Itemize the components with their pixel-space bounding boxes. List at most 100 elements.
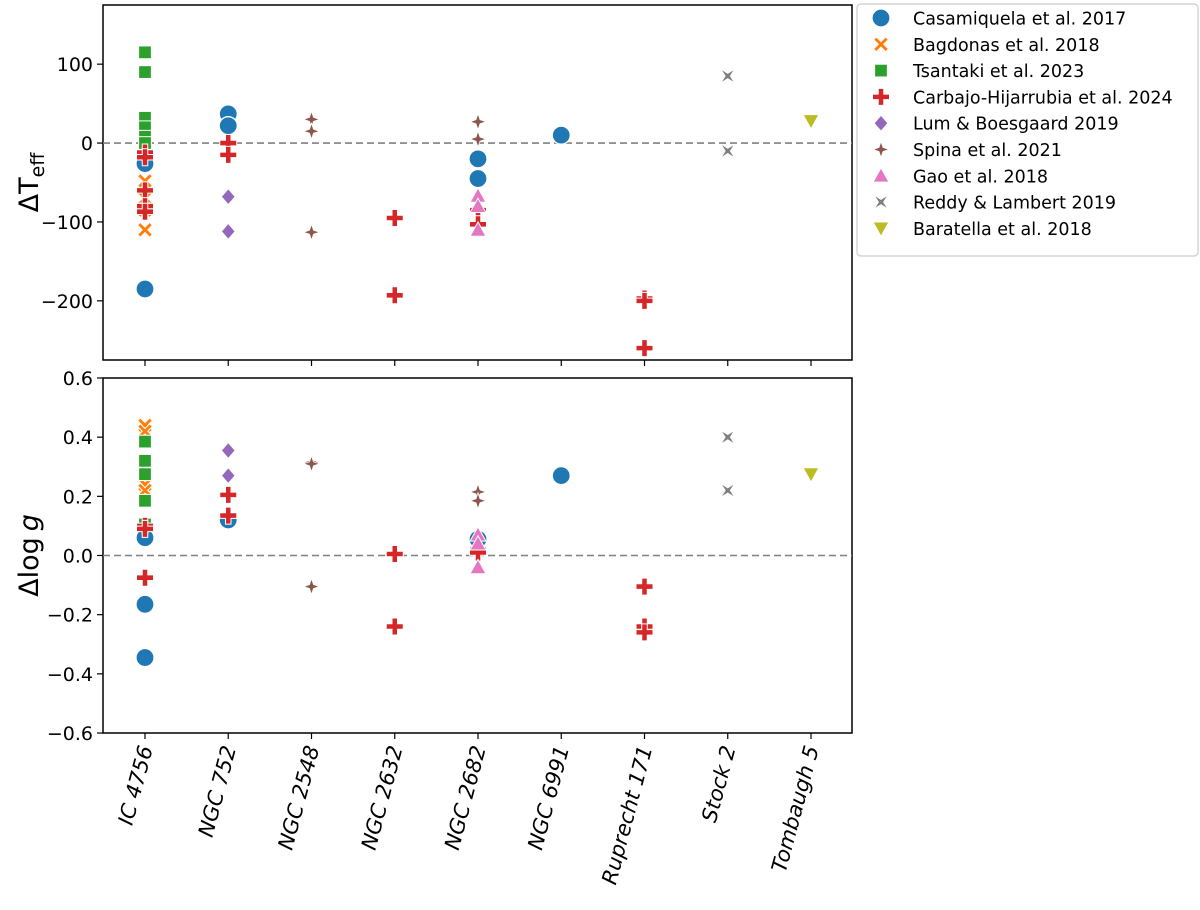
legend-label: Reddy & Lambert 2019 <box>913 194 1116 214</box>
data-point <box>468 168 488 189</box>
data-point <box>136 519 154 538</box>
series-casamiquela-et-al-2017 <box>135 104 571 299</box>
legend-box <box>856 3 1199 257</box>
data-point <box>720 483 735 498</box>
data-point <box>302 454 321 474</box>
data-point <box>219 145 238 164</box>
teff-panel: −200 −100 0 100 ΔTeff <box>14 4 853 366</box>
data-point <box>220 441 236 460</box>
series-spina-et-al-2021 <box>302 453 488 596</box>
data-point <box>720 429 735 445</box>
series-carbajo-hijarrubia-et-al-2024 <box>136 485 654 642</box>
series-reddy-lambert-2019 <box>720 429 735 498</box>
category-label: IC 4756 <box>114 743 158 827</box>
legend-entry-spina-et-al-2021: Spina et al. 2021 <box>871 140 1062 161</box>
data-point <box>136 172 154 190</box>
legend-marker <box>872 221 890 238</box>
y-tick-label: 100 <box>57 54 93 76</box>
data-point <box>385 286 404 305</box>
data-point <box>219 485 238 504</box>
data-point <box>136 202 154 221</box>
data-point <box>469 558 487 575</box>
data-point <box>138 434 152 449</box>
y-tick-label: −100 <box>41 212 93 234</box>
legend-marker <box>872 87 890 106</box>
legend: Casamiquela et al. 2017 Bagdonas et al. 2… <box>856 3 1199 257</box>
legend-marker <box>873 194 889 210</box>
y-tick-label: −0.6 <box>47 723 93 745</box>
category-label: NGC 752 <box>194 743 241 839</box>
data-point <box>635 623 654 642</box>
y-tick-label: −0.2 <box>47 605 93 627</box>
data-point <box>136 221 154 238</box>
y-tick-label: −200 <box>41 291 93 313</box>
y-tick-label: 0 <box>81 133 93 155</box>
legend-entry-gao-et-al-2018: Gao et al. 2018 <box>872 166 1048 187</box>
data-point <box>551 125 571 145</box>
data-point <box>302 222 321 242</box>
series-baratella-et-al-2018 <box>802 467 820 484</box>
y-tick-label: 0.0 <box>63 546 93 568</box>
series-reddy-lambert-2019 <box>720 68 735 159</box>
data-point <box>635 577 654 596</box>
data-point <box>135 647 155 668</box>
data-point <box>551 465 571 486</box>
legend-label: Lum & Boesgaard 2019 <box>913 115 1119 135</box>
data-point <box>468 112 488 131</box>
data-point <box>385 209 404 227</box>
category-label: Ruprecht 171 <box>597 743 657 887</box>
data-point <box>136 148 154 167</box>
data-point <box>468 149 488 169</box>
legend-marker <box>872 166 890 183</box>
y-axis-title: Δlogg <box>14 514 45 597</box>
data-point <box>220 187 236 206</box>
category-label: Stock 2 <box>697 743 740 825</box>
legend-marker <box>873 114 889 132</box>
data-point <box>302 577 321 596</box>
legend-marker <box>874 63 888 78</box>
legend-entry-lum-boesgaard-2019: Lum & Boesgaard 2019 <box>873 114 1119 135</box>
series-lum-boesgaard-2019 <box>220 187 236 241</box>
y-tick-label: −0.4 <box>47 664 93 686</box>
data-point <box>385 617 404 636</box>
data-point <box>802 114 820 130</box>
legend-marker <box>871 140 891 159</box>
data-point <box>720 68 735 84</box>
series-tsantaki-et-al-2023 <box>138 434 152 532</box>
category-label: NGC 2682 <box>440 743 491 852</box>
data-point <box>802 467 820 484</box>
data-point <box>635 339 654 358</box>
data-point <box>135 279 155 299</box>
data-point <box>135 594 155 614</box>
legend-label: Carbajo-Hijarrubia et al. 2024 <box>913 88 1173 108</box>
series-spina-et-al-2021 <box>302 110 488 242</box>
category-label: NGC 6991 <box>523 743 574 852</box>
series-tsantaki-et-al-2023 <box>138 45 152 150</box>
legend-label: Bagdonas et al. 2018 <box>913 36 1100 56</box>
logg-panel: −0.6 −0.4 −0.2 0.0 0.2 0.4 0.6 Δlogg <box>14 368 853 745</box>
data-point <box>720 143 735 159</box>
series-casamiquela-et-al-2017 <box>135 465 571 668</box>
category-label: NGC 2548 <box>274 743 325 852</box>
data-point <box>138 453 152 468</box>
legend-marker <box>871 8 891 28</box>
legend-marker <box>872 36 890 53</box>
data-point <box>385 545 404 564</box>
data-point <box>220 222 236 241</box>
data-point <box>468 129 488 149</box>
data-point <box>469 534 487 551</box>
legend-entry-tsantaki-et-al-2023: Tsantaki et al. 2023 <box>874 62 1084 82</box>
legend-entry-reddy-lambert-2019: Reddy & Lambert 2019 <box>873 194 1116 214</box>
series-gao-et-al-2018 <box>469 525 487 575</box>
data-point <box>136 568 154 587</box>
data-point <box>138 65 152 79</box>
y-tick-label: 0.4 <box>63 427 93 449</box>
legend-label: Gao et al. 2018 <box>913 167 1048 187</box>
data-point <box>469 197 487 214</box>
legend-entry-casamiquela-et-al-2017: Casamiquela et al. 2017 <box>871 8 1126 30</box>
legend-entry-baratella-et-al-2018: Baratella et al. 2018 <box>872 220 1092 240</box>
legend-entry-bagdonas-et-al-2018: Bagdonas et al. 2018 <box>872 36 1100 56</box>
y-axis-title: ΔTeff <box>14 152 49 213</box>
series-carbajo-hijarrubia-et-al-2024 <box>136 134 654 358</box>
